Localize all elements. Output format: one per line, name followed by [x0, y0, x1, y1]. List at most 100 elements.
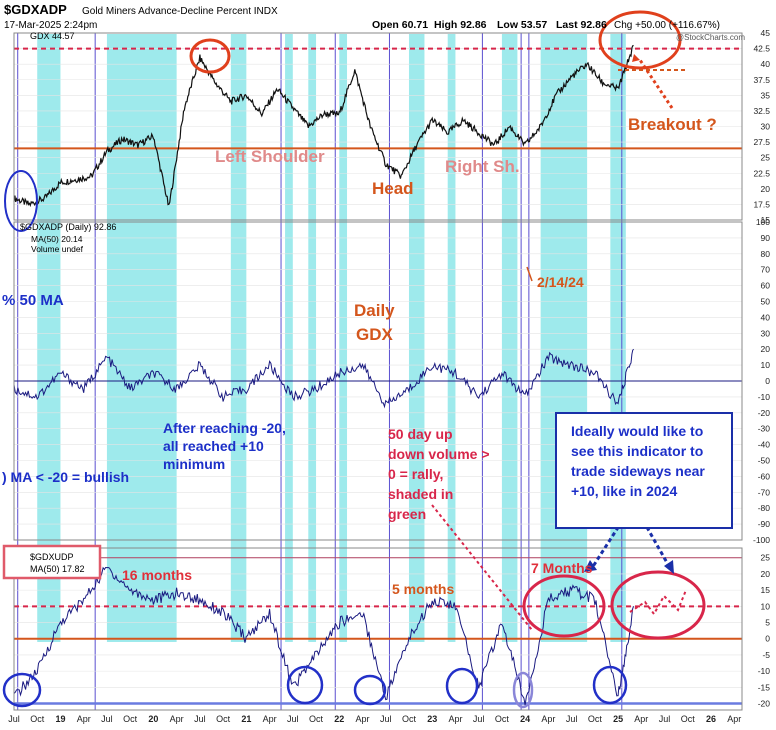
breakout-circle [598, 10, 682, 70]
ytick-2-9: 25 [761, 553, 771, 563]
vertical-markers [17, 33, 623, 710]
series-line-1-0 [13, 348, 634, 409]
shade-2 [230, 34, 247, 642]
xtick-7: Apr [170, 714, 184, 724]
volume-note-line-4: green [388, 506, 426, 522]
xtick-3: Apr [77, 714, 91, 724]
ytick-0-11: 42.5 [753, 44, 770, 54]
xtick-10: 21 [241, 714, 251, 724]
date-arrow [526, 266, 533, 282]
ytick-1-16: 60 [761, 281, 771, 291]
xtick-5: Oct [123, 714, 138, 724]
shade-3 [285, 34, 293, 642]
ytick-1-9: -10 [758, 392, 771, 402]
bottom-circle-2 [353, 674, 387, 706]
ytick-2-4: 0 [765, 634, 770, 644]
after-reaching-line-2: minimum [163, 456, 225, 472]
ytick-2-0: -20 [758, 699, 771, 709]
series-line-2-0 [13, 566, 635, 706]
ytick-0-2: 20 [761, 184, 771, 194]
header-open: Open 60.71 [372, 19, 428, 31]
ytick-2-3: -5 [762, 650, 770, 660]
gdx-label: GDX [356, 325, 394, 344]
five-months-label: 5 months [392, 581, 454, 597]
breakout-arrow [638, 59, 674, 109]
ytick-0-6: 30 [761, 122, 771, 132]
ytick-2-6: 10 [761, 601, 771, 611]
xtick-25: Oct [588, 714, 603, 724]
header-symbol: $GDXADP [4, 2, 67, 17]
ytick-1-0: -100 [753, 535, 770, 545]
ideally-line-0: Ideally would like to [571, 423, 703, 439]
x-tick-labels: Jul Oct 19 Apr Jul Oct 20 Apr Jul Oct 21 Apr Jul Oct 2… [8, 714, 741, 724]
bottom-circle-5 [592, 665, 628, 705]
ytick-1-1: -90 [758, 519, 771, 529]
xtick-11: Apr [263, 714, 277, 724]
ytick-0-4: 25 [761, 153, 771, 163]
panel-border-1 [13, 221, 743, 541]
ytick-0-8: 35 [761, 90, 771, 100]
shade-1 [106, 34, 177, 642]
ytick-1-6: -40 [758, 440, 771, 450]
middle-legend-ma: MA(50) 20.14 [31, 234, 83, 244]
shade-8 [501, 34, 518, 642]
shade-0 [37, 34, 61, 642]
right-shoulder-label: Right Sh. [445, 157, 520, 176]
ytick-1-20: 100 [756, 217, 770, 227]
ytick-0-0: 15 [761, 215, 771, 225]
axes [13, 32, 743, 711]
projection-zigzag [629, 589, 687, 616]
ytick-0-12: 45 [761, 28, 771, 38]
series-line-0-0 [13, 44, 634, 208]
ytick-1-8: -20 [758, 408, 771, 418]
middle-legend-symbol: $GDXADP (Daily) 92.86 [20, 222, 116, 232]
ytick-1-17: 70 [761, 265, 771, 275]
volume-note-line-0: 50 day up [388, 426, 453, 442]
bottom-circle-1 [286, 665, 324, 705]
ytick-2-7: 15 [761, 585, 771, 595]
top-legend: GDX 44.57 [30, 31, 75, 41]
ytick-1-5: -50 [758, 456, 771, 466]
xtick-12: Jul [287, 714, 299, 724]
xtick-28: Jul [659, 714, 671, 724]
ytick-2-5: 5 [765, 618, 770, 628]
volume-note-line-1: down volume > [388, 446, 490, 462]
header-date: 17-Mar-2025 2:24pm [4, 20, 97, 31]
shaded-regions [37, 34, 626, 642]
ytick-1-4: -60 [758, 471, 771, 481]
reference-lines [14, 47, 742, 705]
ideally-arrowhead-left [584, 560, 597, 572]
ytick-1-19: 90 [761, 233, 771, 243]
ytick-1-13: 30 [761, 328, 771, 338]
bottom-circle-0 [2, 672, 42, 708]
after-reaching-note: After reaching -20, all reached +10 minimu… [163, 420, 286, 472]
head-top-circle [189, 38, 231, 74]
ideally-line-2: trade sideways near [571, 463, 705, 479]
ideally-note: Ideally would like to see this indicator … [571, 423, 705, 499]
header-high: High 92.86 [434, 19, 487, 31]
xtick-16: Jul [380, 714, 392, 724]
shade-6 [408, 34, 425, 642]
ytick-1-3: -70 [758, 487, 771, 497]
volume-note-line-2: 0 = rally, [388, 466, 443, 482]
shade-5 [339, 34, 348, 642]
ytick-1-2: -80 [758, 503, 771, 513]
bottom-circle-3 [445, 667, 479, 705]
xtick-6: 20 [148, 714, 158, 724]
ytick-0-5: 27.5 [753, 137, 770, 147]
xtick-24: Jul [566, 714, 578, 724]
xtick-19: Apr [448, 714, 462, 724]
seven-months-circle [522, 574, 606, 638]
ideally-line-1: see this indicator to [571, 443, 703, 459]
xtick-22: 24 [520, 714, 530, 724]
ytick-2-8: 20 [761, 569, 771, 579]
breakout-label: Breakout ? [628, 115, 717, 134]
ytick-0-7: 32.5 [753, 106, 770, 116]
xtick-23: Apr [541, 714, 555, 724]
daily-label: Daily [354, 301, 395, 320]
ytick-0-9: 37.5 [753, 75, 770, 85]
date-2-14-label: 2/14/24 [537, 274, 584, 290]
left-blue-circle [4, 170, 38, 232]
ytick-1-18: 80 [761, 249, 771, 259]
